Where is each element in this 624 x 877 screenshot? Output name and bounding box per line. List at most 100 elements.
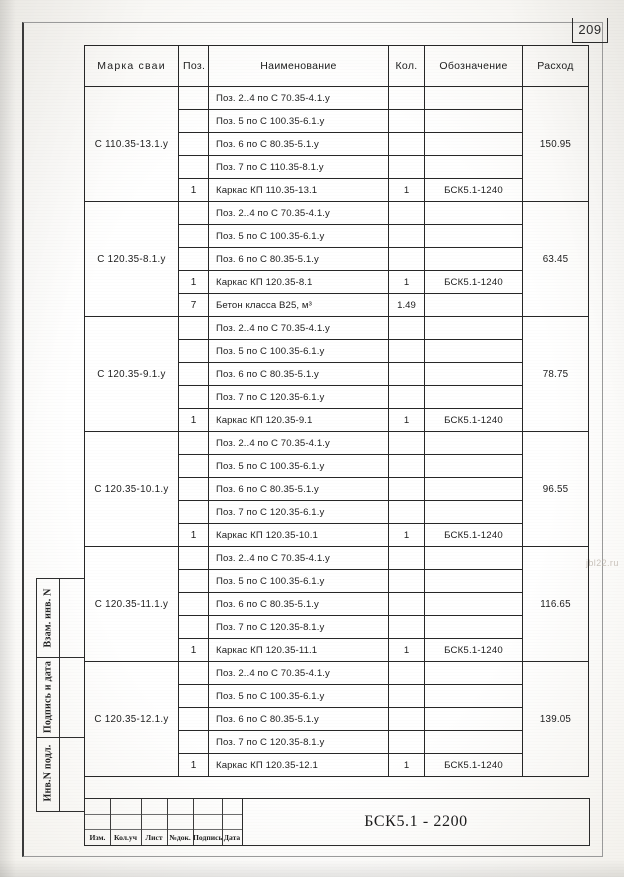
side-signature-column [58, 578, 85, 812]
quantity-cell: 1 [388, 408, 425, 432]
quantity-cell [388, 385, 425, 409]
designation-cell [424, 431, 523, 455]
consumption-cell: 116.65 [522, 546, 589, 662]
quantity-cell: 1.49 [388, 293, 425, 317]
position-cell [178, 684, 209, 708]
table-row: Поз. 6 по С 80.35-5.1.у [85, 132, 589, 156]
position-cell: 1 [178, 523, 209, 547]
quantity-cell [388, 546, 425, 570]
quantity-cell [388, 615, 425, 639]
position-cell [178, 247, 209, 271]
quantity-cell [388, 730, 425, 754]
position-cell [178, 362, 209, 386]
position-cell [178, 316, 209, 340]
table-row: 1 Каркас КП 120.35-10.1 1 БСК5.1-1240 [85, 523, 589, 547]
side-caption-vzam-inv: Взам. инв. N [37, 579, 59, 658]
table-row: Поз. 7 по С 120.35-8.1.у [85, 615, 589, 639]
table-row: С 120.35-10.1.у Поз. 2..4 по С 70.35-4.1.… [84, 431, 589, 547]
revision-column-label: Подпись [193, 833, 222, 842]
position-cell [178, 546, 209, 570]
side-divider [58, 737, 84, 738]
position-cell [178, 385, 209, 409]
item-name-cell: Поз. 2..4 по С 70.35-4.1.у [208, 86, 389, 110]
item-name-cell: Каркас КП 120.35-12.1 [208, 753, 389, 777]
position-cell [178, 431, 209, 455]
designation-cell [424, 569, 523, 593]
pile-mark-cell: С 120.35-11.1.у [84, 546, 179, 662]
title-block: Изм. Кол.уч Лист №док. Подпись Дата БСК5.1 - … [84, 798, 590, 846]
consumption-cell: 150.95 [522, 86, 589, 202]
designation-cell [424, 293, 523, 317]
quantity-cell [388, 707, 425, 731]
designation-cell [424, 155, 523, 179]
item-name-cell: Поз. 6 по С 80.35-5.1.у [208, 247, 389, 271]
revision-col-divider [167, 799, 168, 845]
quantity-cell [388, 224, 425, 248]
item-name-cell: Поз. 5 по С 100.35-6.1.у [208, 224, 389, 248]
pile-mark-cell: С 120.35-8.1.у [84, 201, 179, 317]
consumption-cell: 78.75 [522, 316, 589, 432]
item-name-cell: Бетон класса В25, м³ [208, 293, 389, 317]
drawing-frame [22, 22, 603, 857]
designation-cell [424, 454, 523, 478]
designation-cell [424, 546, 523, 570]
designation-cell [424, 86, 523, 110]
position-cell [178, 477, 209, 501]
position-cell: 1 [178, 638, 209, 662]
designation-cell: БСК5.1-1240 [424, 178, 523, 202]
table-row: Поз. 5 по С 100.35-6.1.у [85, 224, 589, 248]
designation-cell [424, 201, 523, 225]
quantity-cell [388, 201, 425, 225]
revision-column-label: Дата [223, 833, 241, 842]
side-caption-podpis-data: Подпись и дата [37, 657, 59, 738]
item-name-cell: Поз. 5 по С 100.35-6.1.у [208, 109, 389, 133]
position-cell [178, 224, 209, 248]
item-name-cell: Поз. 7 по С 120.35-6.1.у [208, 385, 389, 409]
consumption-cell: 96.55 [522, 431, 589, 547]
consumption-cell: 139.05 [522, 661, 589, 777]
table-row: Поз. 6 по С 80.35-5.1.у [85, 707, 589, 731]
side-caption-label: Взам. инв. N [42, 588, 54, 648]
designation-cell [424, 247, 523, 271]
table-row: 1 Каркас КП 120.35-12.1 1 БСК5.1-1240 [85, 753, 589, 777]
quantity-cell [388, 109, 425, 133]
quantity-cell: 1 [388, 753, 425, 777]
quantity-cell [388, 431, 425, 455]
position-cell [178, 132, 209, 156]
position-cell: 1 [178, 178, 209, 202]
table-row: С 110.35-13.1.у Поз. 2..4 по С 70.35-4.1.… [84, 86, 589, 202]
revision-grid [85, 799, 242, 845]
item-name-cell: Поз. 2..4 по С 70.35-4.1.у [208, 661, 389, 685]
item-name-cell: Поз. 7 по С 120.35-8.1.у [208, 730, 389, 754]
revision-row-divider [85, 829, 242, 830]
table-row: 1 Каркас КП 120.35-11.1 1 БСК5.1-1240 [85, 638, 589, 662]
revision-column-labels: Изм. Кол.уч Лист №док. Подпись Дата [85, 830, 242, 845]
position-cell [178, 730, 209, 754]
position-cell [178, 569, 209, 593]
designation-cell [424, 500, 523, 524]
watermark: jbl22.ru [586, 558, 619, 568]
specification-table: Марка сваи Поз. Наименование Кол. Обозна… [84, 45, 589, 777]
item-name-cell: Поз. 2..4 по С 70.35-4.1.у [208, 316, 389, 340]
column-header-mark: Марка сваи [84, 45, 179, 87]
designation-cell [424, 224, 523, 248]
position-cell [178, 500, 209, 524]
quantity-cell [388, 362, 425, 386]
revision-column-label: Изм. [89, 833, 106, 842]
table-row: Поз. 5 по С 100.35-6.1.у [85, 569, 589, 593]
side-caption-label: Подпись и дата [42, 660, 54, 734]
revision-row-divider [85, 814, 242, 815]
pile-mark-cell: С 120.35-9.1.у [84, 316, 179, 432]
item-name-cell: Поз. 5 по С 100.35-6.1.у [208, 454, 389, 478]
position-cell: 1 [178, 408, 209, 432]
consumption-cell: 63.45 [522, 201, 589, 317]
designation-cell: БСК5.1-1240 [424, 408, 523, 432]
item-name-cell: Каркас КП 120.35-11.1 [208, 638, 389, 662]
item-name-cell: Поз. 7 по С 120.35-6.1.у [208, 500, 389, 524]
quantity-cell [388, 592, 425, 616]
designation-cell [424, 684, 523, 708]
pile-mark-cell: С 120.35-10.1.у [84, 431, 179, 547]
designation-cell [424, 132, 523, 156]
quantity-cell [388, 155, 425, 179]
